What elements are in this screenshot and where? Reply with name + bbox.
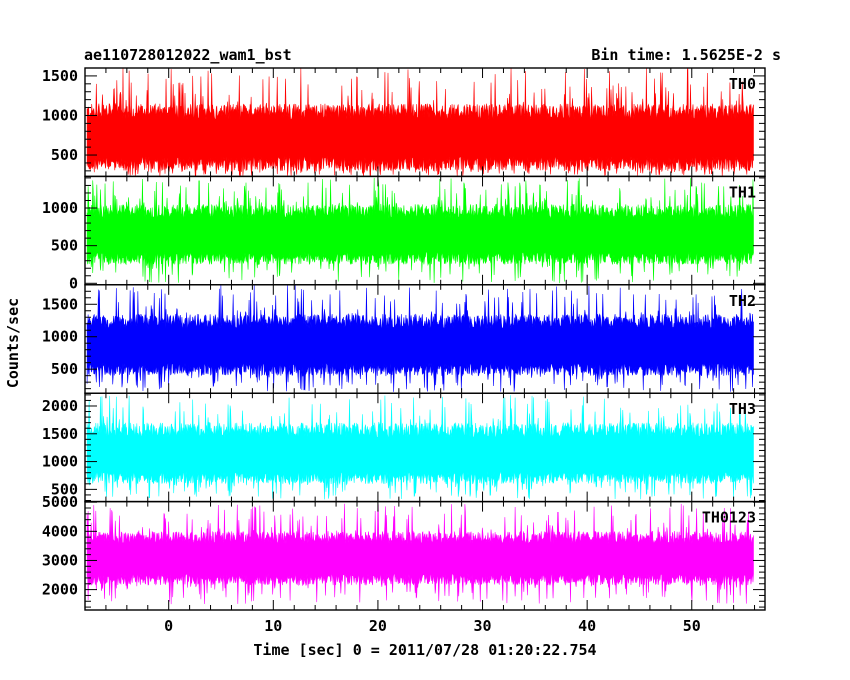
y-tick-label: 1500: [42, 67, 78, 85]
series-th3: [86, 395, 754, 500]
panel-label-th1: TH1: [729, 183, 756, 201]
panel-th3: 500 1000 1500 2000 TH3: [42, 392, 766, 503]
y-axis-label: Counts/sec: [4, 298, 22, 388]
x-tick-label: 30: [474, 617, 492, 635]
y-tick-label: 1000: [42, 453, 78, 471]
panel-label-th2: TH2: [729, 292, 756, 310]
series-fill-th1: [86, 177, 754, 284]
panel-th1: 0 500 1000 TH1: [42, 175, 766, 292]
panel-th0123: 2000 3000 4000 5000 TH0123: [42, 493, 766, 611]
chart-title: ae110728012022_wam1_bst: [84, 46, 292, 64]
y-tick-label: 1000: [42, 106, 78, 124]
panel-th0: 500 1000 1500 TH0: [42, 67, 766, 178]
x-tick-label: 10: [264, 617, 282, 635]
y-tick-label: 1000: [42, 328, 78, 346]
y-tick-label: 1500: [42, 295, 78, 313]
x-tick-label: 40: [578, 617, 596, 635]
series-th0: [86, 68, 754, 177]
y-tick-label: 1000: [42, 199, 78, 217]
panel-th2: 500 1000 1500 TH2: [42, 284, 766, 394]
panel-label-th3: TH3: [729, 400, 756, 418]
y-tick-label: 5000: [42, 493, 78, 511]
panel-label-th0: TH0: [729, 75, 756, 93]
series-fill-th0: [86, 68, 754, 177]
series-th0123: [86, 503, 754, 605]
series-th2: [86, 284, 754, 392]
y-tick-label: 0: [69, 274, 78, 292]
y-tick-label: 4000: [42, 522, 78, 540]
y-tick-label: 3000: [42, 551, 78, 569]
x-tick-label: 0: [164, 617, 173, 635]
x-axis-label: Time [sec] 0 = 2011/07/28 01:20:22.754: [253, 641, 596, 659]
series-fill-th0123: [86, 503, 754, 605]
series-fill-th2: [86, 284, 754, 392]
x-tick-label: 50: [683, 617, 701, 635]
y-tick-label: 500: [51, 480, 78, 498]
x-axis: 0 10 20 30 40 50: [84, 68, 756, 635]
y-tick-label: 1500: [42, 425, 78, 443]
x-tick-label: 20: [369, 617, 387, 635]
y-tick-label: 2000: [42, 581, 78, 599]
y-tick-label: 500: [51, 237, 78, 255]
series-fill-th3: [86, 395, 754, 500]
y-tick-label: 500: [51, 360, 78, 378]
y-tick-label: 500: [51, 146, 78, 164]
panel-label-th0123: TH0123: [702, 509, 756, 527]
y-tick-label: 2000: [42, 397, 78, 415]
panel-frame: [84, 500, 766, 611]
bin-time-label: Bin time: 1.5625E-2 s: [591, 46, 781, 64]
series-th1: [86, 177, 754, 284]
